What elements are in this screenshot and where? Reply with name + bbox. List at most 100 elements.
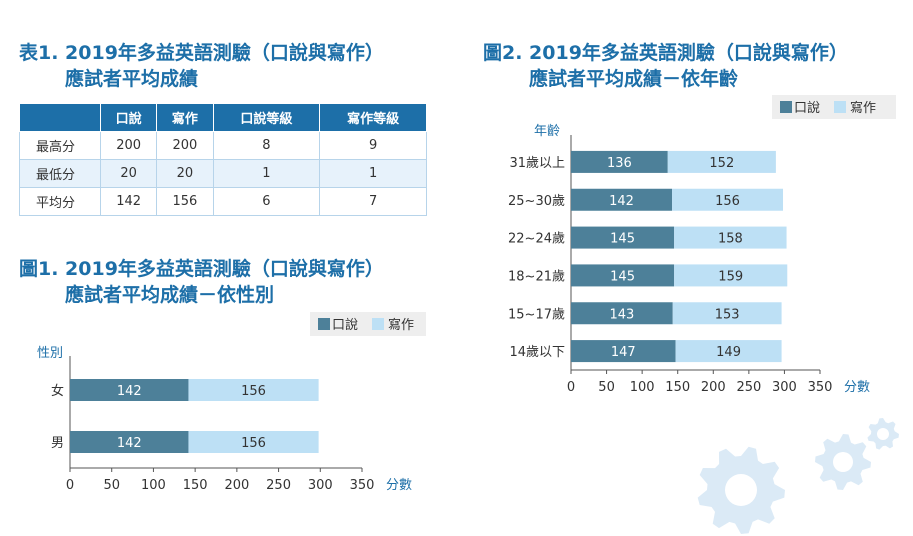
figure2-title-line2: 應試者平均成績－依年齡: [529, 68, 739, 90]
bar-spoken: [571, 150, 668, 173]
x-tick-label: 200: [701, 380, 726, 395]
y-axis-title: 年齡: [534, 124, 560, 139]
data-label-written: 156: [241, 436, 266, 451]
bar-spoken: [70, 431, 189, 453]
bar-written: [672, 188, 784, 211]
data-label-spoken: 145: [610, 232, 635, 247]
x-tick-label: 50: [598, 380, 615, 395]
data-label-spoken: 143: [609, 307, 634, 322]
chart-legend: 口說 寫作: [772, 95, 896, 119]
table-cell: 200: [99, 131, 158, 160]
table1-title-line2: 應試者平均成績: [65, 68, 199, 90]
table-header-cell: 口說等級: [212, 103, 321, 132]
data-label-written: 152: [709, 156, 734, 171]
bar-written: [667, 150, 776, 173]
table-header-cell: [19, 103, 101, 132]
x-tick-label: 350: [350, 478, 375, 493]
table-header-row: 口說 寫作 口說等級 寫作等級: [19, 103, 427, 132]
bar-written: [674, 226, 787, 249]
category-label: 25~30歲: [508, 194, 565, 209]
table-cell: 7: [319, 187, 427, 216]
category-label: 15~17歲: [508, 307, 565, 322]
data-label-written: 153: [715, 307, 740, 322]
table-row-label: 平均分: [19, 187, 101, 216]
bar-written: [672, 302, 782, 325]
table-row: 平均分 142 156 6 7: [19, 187, 427, 216]
table-cell: 142: [99, 187, 158, 216]
data-label-spoken: 147: [611, 345, 636, 360]
x-tick-label: 250: [266, 478, 291, 493]
x-tick-label: 100: [141, 478, 166, 493]
table-header-cell: 口說: [99, 103, 158, 132]
category-label: 18~21歲: [508, 269, 565, 284]
x-tick-label: 300: [772, 380, 797, 395]
table-row: 最低分 20 20 1 1: [19, 159, 427, 188]
data-label-spoken: 142: [609, 194, 634, 209]
legend-swatch-written: [834, 101, 846, 113]
data-label-written: 149: [716, 345, 741, 360]
x-tick-label: 150: [665, 380, 690, 395]
table-cell: 20: [156, 159, 214, 188]
bar-spoken: [571, 302, 673, 325]
y-axis-title: 性別: [37, 346, 63, 361]
legend-label-spoken: 口說: [794, 100, 820, 116]
x-tick-label: 0: [66, 478, 74, 493]
figure2-title: 圖2. 2019年多益英語測驗（口說與寫作） 應試者平均成績－依年齡: [483, 40, 848, 92]
data-label-written: 158: [718, 232, 743, 247]
table-row-label: 最低分: [19, 159, 101, 188]
table-cell: 20: [99, 159, 158, 188]
chart-legend: 口說 寫作: [310, 312, 426, 336]
x-tick-label: 0: [567, 380, 575, 395]
category-label: 22~24歲: [508, 232, 565, 247]
data-label-spoken: 142: [117, 384, 142, 399]
data-label-written: 156: [715, 194, 740, 209]
table1-title-line1: 表1. 2019年多益英語測驗（口說與寫作）: [19, 42, 384, 64]
score-table: 口說 寫作 口說等級 寫作等級 最高分 200 200 8 9 最低分 20 2…: [19, 103, 427, 216]
x-axis-title: 分數: [844, 380, 870, 395]
bar-spoken: [571, 226, 675, 249]
table-cell: 1: [212, 159, 321, 188]
gear-shape: [867, 418, 899, 450]
legend-label-written: 寫作: [388, 317, 414, 333]
table1-title: 表1. 2019年多益英語測驗（口說與寫作） 應試者平均成績: [19, 40, 384, 92]
bar-written: [675, 340, 782, 363]
bar-spoken: [70, 379, 189, 401]
gear-shape: [697, 446, 785, 534]
data-label-spoken: 145: [610, 269, 635, 284]
category-label: 14歲以下: [509, 345, 565, 360]
bar-spoken: [571, 188, 673, 211]
x-tick-label: 350: [808, 380, 833, 395]
x-axis-title: 分數: [386, 478, 412, 493]
table-cell: 6: [212, 187, 321, 216]
category-label: 31歲以上: [509, 156, 565, 171]
x-tick-label: 100: [630, 380, 655, 395]
table-header-cell: 寫作等級: [319, 103, 427, 132]
bar-spoken: [571, 264, 675, 287]
figure1-title: 圖1. 2019年多益英語測驗（口說與寫作） 應試者平均成績－依性別: [19, 256, 384, 308]
gear-shape: [815, 434, 871, 490]
data-label-spoken: 142: [117, 436, 142, 451]
table-cell: 156: [156, 187, 214, 216]
x-tick-label: 200: [224, 478, 249, 493]
x-tick-label: 300: [308, 478, 333, 493]
legend-swatch-spoken: [318, 318, 330, 330]
category-label: 女: [51, 383, 64, 399]
bar-written: [188, 431, 319, 453]
table-header-cell: 寫作: [156, 103, 214, 132]
x-tick-label: 50: [103, 478, 120, 493]
x-tick-label: 150: [183, 478, 208, 493]
legend-label-spoken: 口說: [332, 317, 358, 333]
data-label-written: 156: [241, 384, 266, 399]
legend-swatch-spoken: [780, 101, 792, 113]
figure1-title-line1: 圖1. 2019年多益英語測驗（口說與寫作）: [19, 258, 384, 280]
bar-written: [188, 379, 319, 401]
figure2-title-line1: 圖2. 2019年多益英語測驗（口說與寫作）: [483, 42, 848, 64]
data-label-spoken: 136: [607, 156, 632, 171]
x-tick-label: 250: [736, 380, 761, 395]
legend-label-written: 寫作: [850, 100, 876, 116]
figure1-title-line2: 應試者平均成績－依性別: [65, 284, 275, 306]
bar-written: [674, 264, 788, 287]
